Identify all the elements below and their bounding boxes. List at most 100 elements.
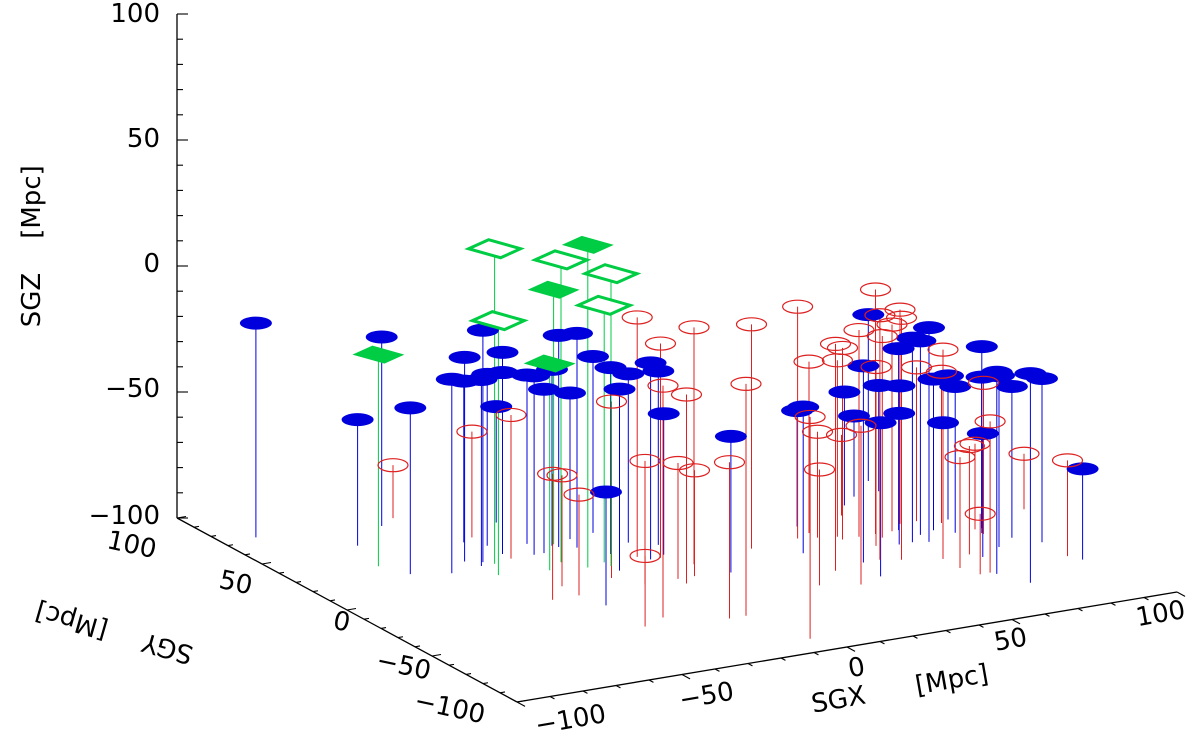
red-open-marker [456, 424, 488, 439]
green-filled-marker [561, 235, 614, 254]
red-open-marker [621, 310, 653, 325]
x-tick-label: 50 [992, 622, 1030, 657]
red-open-marker [825, 427, 858, 443]
blue-filled-marker [932, 369, 964, 383]
y-axis-label: SGY [139, 626, 197, 669]
blue-filled-marker [239, 316, 272, 330]
red-open-marker [563, 487, 595, 502]
red-open-marker [1008, 446, 1040, 461]
y-axis-tick [244, 553, 251, 556]
y-axis-tick [482, 682, 489, 685]
x-axis-tick [516, 701, 526, 707]
blue-filled-marker [965, 340, 998, 354]
x-axis-tick [1110, 602, 1116, 606]
y-tick-label: 50 [216, 565, 255, 601]
x-axis-tick [813, 652, 819, 656]
blue-filled-marker [590, 485, 622, 499]
z-tick-label: −100 [89, 501, 160, 531]
red-open-marker [803, 462, 836, 477]
red-open-marker [876, 317, 908, 332]
green-filled-marker [523, 354, 576, 373]
x-axis-tick [780, 657, 786, 661]
red-open-marker [819, 336, 852, 351]
blue-filled-marker [882, 342, 915, 356]
y-axis-tick [278, 571, 285, 574]
blue-filled-marker [965, 370, 998, 384]
x-tick-label: −50 [677, 677, 736, 716]
red-open-marker [826, 340, 859, 356]
y-axis-tick [346, 607, 357, 611]
x-axis-tick [648, 679, 654, 683]
red-open-marker [495, 407, 527, 423]
red-open-marker [713, 455, 746, 470]
red-open-marker [546, 468, 578, 483]
x-axis-tick [615, 685, 621, 689]
y-axis-tick [193, 525, 200, 528]
red-open-marker [944, 450, 976, 465]
red-open-marker [629, 453, 661, 469]
z-axis-title: SGZ [Mpc] [17, 165, 47, 327]
y-axis-tick [499, 691, 506, 694]
blue-filled-marker [603, 382, 636, 396]
blue-filled-marker [1026, 372, 1058, 385]
y-axis-tick [312, 590, 319, 593]
x-axis-tick [582, 690, 588, 694]
red-open-marker [859, 282, 892, 297]
blue-filled-marker [781, 404, 814, 418]
red-open-marker [647, 378, 679, 393]
x-axis-tick [1143, 597, 1149, 601]
red-open-marker [678, 463, 711, 478]
marker-layer [239, 235, 1099, 564]
red-open-marker [678, 320, 710, 335]
green-open-marker [468, 310, 529, 332]
y-axis-tick [380, 627, 387, 629]
x-axis-tick [714, 668, 720, 672]
x-axis-tick [1011, 619, 1021, 625]
red-open-marker [964, 506, 996, 521]
x-axis-tick [1176, 591, 1186, 597]
blue-filled-marker [1066, 462, 1099, 476]
red-open-marker [377, 458, 409, 473]
y-axis-tick [261, 561, 272, 565]
blue-filled-marker [561, 326, 593, 340]
x-axis-tick [549, 696, 555, 700]
y-axis-tick [227, 544, 234, 547]
green-filled-marker [527, 280, 580, 299]
y-axis-tick [516, 699, 527, 703]
blue-filled-marker [883, 406, 916, 420]
green-open-marker [530, 249, 592, 271]
x-axis-tick [747, 663, 753, 667]
red-open-marker [662, 455, 694, 471]
blue-filled-marker [634, 356, 667, 370]
blue-filled-marker [864, 416, 897, 430]
y-axis-tick [176, 515, 187, 519]
blue-filled-marker [447, 374, 480, 388]
green-open-marker [580, 263, 642, 285]
red-open-marker [793, 354, 825, 369]
z-tick-label: 100 [110, 0, 160, 29]
z-tick-label: 50 [127, 124, 160, 154]
blue-filled-marker [365, 330, 398, 344]
red-open-marker [629, 548, 661, 564]
red-open-marker [845, 418, 877, 433]
x-axis-tick [912, 635, 918, 639]
blue-filled-marker [896, 331, 929, 345]
blue-filled-marker [554, 386, 586, 400]
z-tick-label: −50 [105, 374, 160, 404]
green-open-marker [464, 238, 525, 260]
y-axis-tick [414, 645, 421, 648]
red-open-marker [794, 409, 826, 425]
y-tick-label: 100 [104, 525, 159, 565]
y-axis-tick [329, 599, 336, 602]
red-open-marker [927, 342, 959, 357]
x-axis-tick [1044, 613, 1050, 617]
y-axis-tick [295, 581, 302, 583]
y-axis-tick [431, 653, 442, 657]
x-axis-tick [978, 624, 984, 628]
y-axis-tick [397, 636, 404, 639]
z-axis-label: SGZ [17, 273, 47, 327]
blue-filled-marker [448, 350, 481, 364]
red-open-marker [884, 302, 916, 317]
x-axis-tick [1077, 608, 1083, 612]
